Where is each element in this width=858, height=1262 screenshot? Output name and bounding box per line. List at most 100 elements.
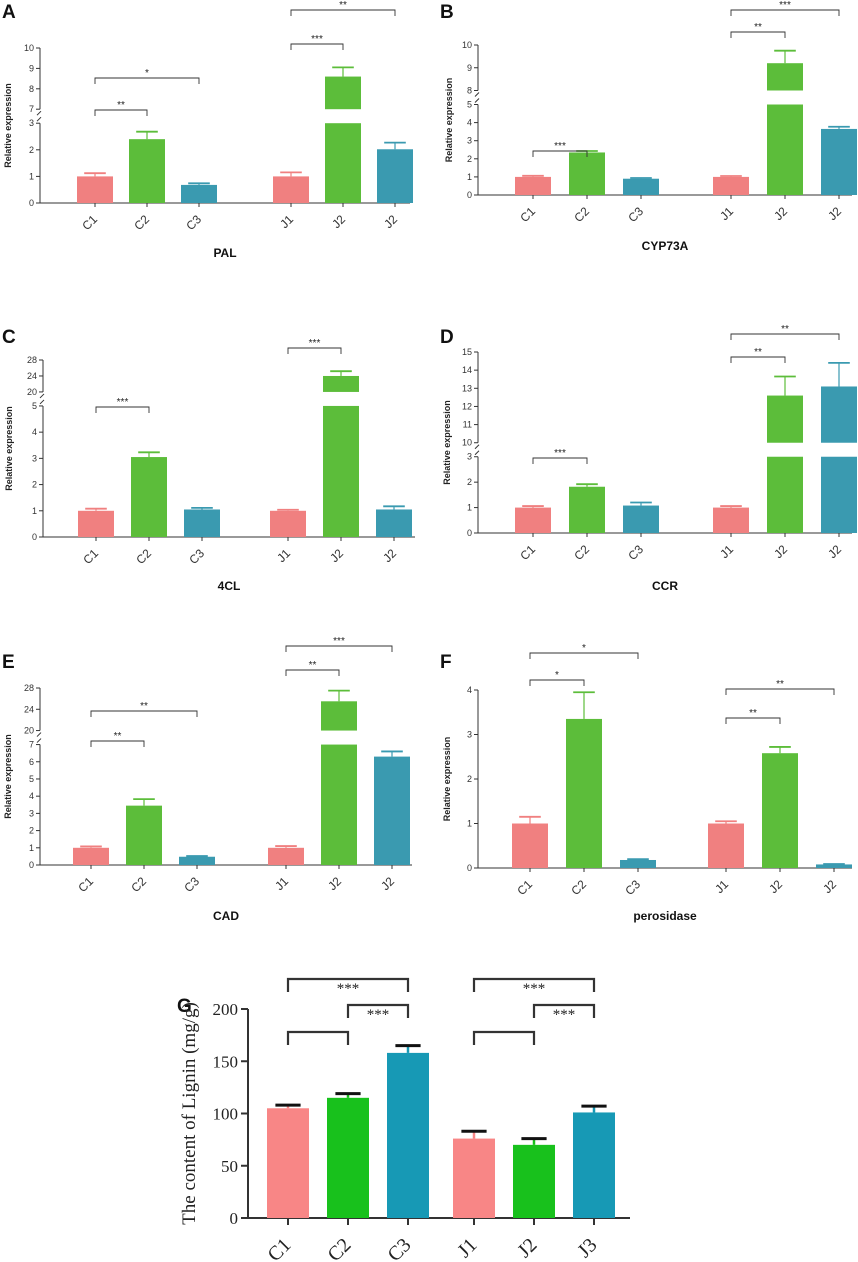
panel-b-xtick-label-6: J2: [825, 204, 844, 223]
panel-d-xtick-label-6: J2: [825, 542, 844, 561]
panel-f-ytick-label: 2: [467, 774, 472, 784]
panel-c-sig-bracket-2: [287, 347, 342, 354]
panel-d-bar-5-upper: [767, 395, 803, 443]
panel-g-xtick-label-5: J2: [513, 1234, 541, 1262]
panel-g-sig-label-5: ***: [553, 1007, 576, 1023]
panel-c-ytick-label: 5: [32, 401, 37, 411]
panel-b-bar-5-lower: [767, 104, 803, 195]
panel-b-ytick-label: 3: [467, 136, 472, 146]
panel-d-xtick-label-5: J2: [771, 542, 790, 561]
panel-b-xtick-label-1: C1: [517, 204, 538, 225]
panel-g-sig-bracket-4: [472, 977, 596, 992]
panel-c-ytick-label: 3: [32, 453, 37, 463]
panel-e-ytick-label: 5: [29, 774, 34, 784]
panel-d-sig-label-2: **: [754, 347, 762, 358]
panel-g-xtick-label-3: C3: [383, 1234, 415, 1262]
panel-b-ytick-label: 8: [467, 86, 472, 96]
panel-f-bar-4: [708, 823, 744, 868]
panel-c-bar-5-upper: [323, 375, 359, 392]
panel-e-ytick-label: 7: [29, 740, 34, 750]
panel-e-bar-1: [73, 847, 109, 865]
panel-a-ytick-label: 10: [24, 43, 34, 53]
panel-a-xtick-label-1: C1: [79, 212, 100, 233]
panel-f-xtick-label-6: J2: [820, 877, 839, 896]
panel-d-ytick-label: 15: [462, 347, 472, 357]
panel-b-axis-break-mark: [474, 92, 480, 103]
panel-e-ytick-label: 0: [29, 860, 34, 870]
panel-f-xtick-label-4: J1: [712, 877, 731, 896]
panel-d-bar-6-lower: [821, 456, 857, 533]
panel-e-axis-break-mark: [36, 732, 42, 743]
panel-e-sig-label-3: **: [309, 660, 317, 671]
panel-d-ytick-label: 12: [462, 401, 472, 411]
panel-d-ytick-label: 14: [462, 365, 472, 375]
panel-a-bar-3: [181, 184, 217, 203]
panel-c-ytick-label: 0: [32, 532, 37, 542]
panel-e-bar-3: [179, 856, 215, 865]
panel-e-ytick-label: 24: [24, 704, 34, 714]
panel-d-bar-3: [623, 505, 659, 533]
panel-f-sig-bracket-4: [725, 688, 835, 695]
panel-a-sig-label-2: *: [145, 68, 149, 79]
panel-b-letter: B: [440, 2, 454, 23]
panel-a-xtick-label-2: C2: [131, 212, 152, 233]
panel-e-sig-bracket-4: [285, 645, 393, 652]
panel-f-bar-1: [512, 823, 548, 868]
panel-b-bar-6: [821, 128, 857, 195]
panel-d-ytick-label: 3: [467, 452, 472, 462]
panel-b-bar-1: [515, 176, 551, 195]
panel-d-y-axis-label: Relative expression: [442, 400, 452, 485]
panel-d-ytick-label: 2: [467, 477, 472, 487]
panel-a-sig-label-3: ***: [311, 34, 323, 45]
panel-d-bar-5-lower: [767, 456, 803, 533]
panel-g-ytick-label: 50: [221, 1157, 238, 1176]
panel-a-ytick-label: 1: [29, 171, 34, 181]
panel-e-xtick-label-4: J1: [272, 874, 291, 893]
panel-e-bar-4: [268, 847, 304, 865]
panel-a-x-axis-label: PAL: [213, 246, 236, 260]
panel-c-sig-bracket-1: [95, 406, 150, 413]
panel-b-sig-label-3: ***: [779, 0, 791, 11]
panel-e-ytick-label: 4: [29, 791, 34, 801]
panel-b-bar-4: [713, 176, 749, 195]
panel-e-bar-5-upper: [321, 701, 357, 731]
panel-b-xtick-label-4: J1: [717, 204, 736, 223]
panel-a-bar-5-upper: [325, 76, 361, 110]
panel-b-ytick-label: 5: [467, 100, 472, 110]
panel-f-xtick-label-1: C1: [514, 877, 535, 898]
panel-d-bar-2: [569, 486, 605, 533]
panel-f-ytick-label: 1: [467, 819, 472, 829]
panel-c-xtick-label-6: J2: [380, 546, 399, 565]
panel-a-xtick-label-3: C3: [183, 212, 204, 233]
panel-e-sig-bracket-2: [90, 710, 198, 717]
panel-f-xtick-label-3: C3: [622, 877, 643, 898]
panel-d-x-axis-label: CCR: [652, 579, 678, 593]
panel-a-sig-bracket-2: [94, 77, 200, 84]
panel-g-xtick-label-4: J1: [453, 1234, 481, 1262]
panel-a-y-axis-label: Relative expression: [3, 83, 13, 168]
panel-c-ytick-label: 1: [32, 506, 37, 516]
panel-g-y-axis-label: The content of Lignin (mg/g): [179, 1002, 200, 1225]
panel-g-xtick-label-6: J3: [573, 1234, 601, 1262]
panel-b-xtick-label-2: C2: [571, 204, 592, 225]
panel-g-sig-label-1: ***: [337, 981, 360, 997]
panel-c-letter: C: [2, 327, 16, 348]
panel-b-ytick-label: 2: [467, 154, 472, 164]
panel-b-sig-label-2: **: [754, 22, 762, 33]
panel-c-ytick-label: 4: [32, 427, 37, 437]
panel-b-sig-bracket-2: [730, 31, 786, 38]
panel-d-bar-4: [713, 507, 749, 533]
panel-g-bar-5: [513, 1144, 555, 1218]
panel-g-bar-6: [573, 1112, 615, 1218]
panel-f-x-axis-label: perosidase: [633, 909, 697, 923]
panel-c-bar-1: [78, 510, 114, 537]
panel-c-bar-6: [376, 509, 412, 537]
panel-a-xtick-label-5: J2: [329, 212, 348, 231]
panel-b-x-axis-label: CYP73A: [642, 239, 689, 253]
panel-c-xtick-label-3: C3: [186, 546, 207, 567]
panel-c-xtick-label-5: J2: [327, 546, 346, 565]
panel-f-ytick-label: 0: [467, 863, 472, 873]
panel-d-sig-label-1: ***: [554, 448, 566, 459]
panel-a-ytick-label: 3: [29, 118, 34, 128]
